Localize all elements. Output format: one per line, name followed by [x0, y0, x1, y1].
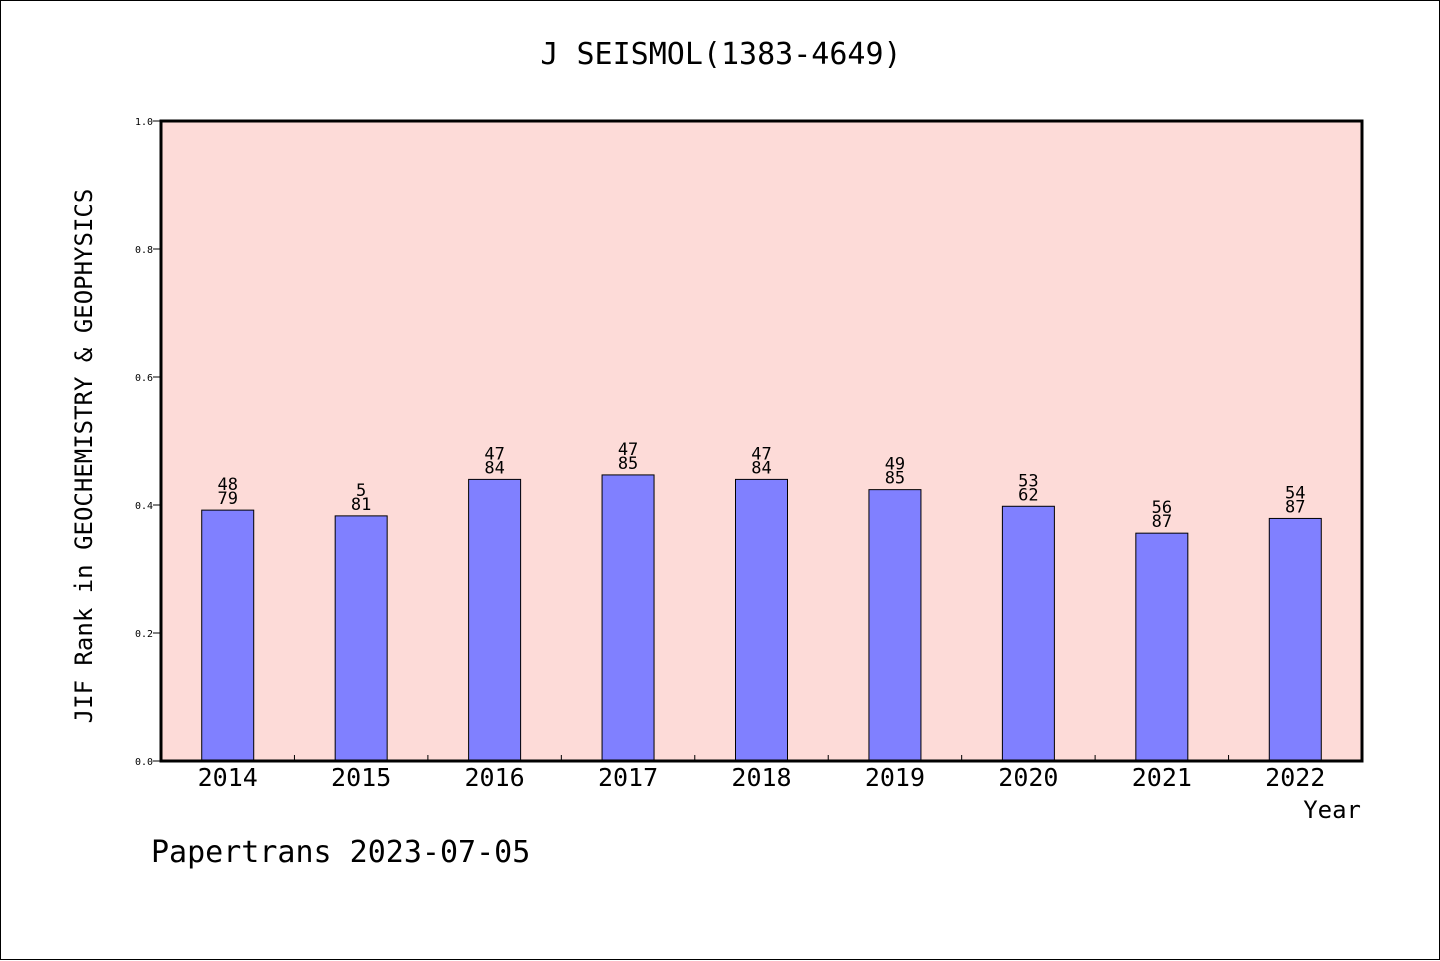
bar — [601, 474, 655, 762]
x-tick-label: 2017 — [598, 763, 658, 792]
bar — [868, 489, 922, 762]
x-tick-label: 2020 — [998, 763, 1058, 792]
bar — [1135, 532, 1189, 762]
bar-label-bottom: 84 — [751, 458, 771, 478]
x-tick-label: 2022 — [1265, 763, 1325, 792]
x-tick-label: 2021 — [1132, 763, 1192, 792]
y-tick-label: 0.6 — [135, 373, 153, 384]
footer-note: Papertrans 2023-07-05 — [151, 835, 531, 870]
bar — [334, 515, 388, 762]
y-tick-label: 0.4 — [135, 501, 153, 512]
y-tick-label: 0.8 — [135, 245, 153, 256]
x-tick-label: 2014 — [198, 763, 258, 792]
bar — [1268, 517, 1322, 762]
bar-label-bottom: 81 — [351, 495, 371, 515]
bar-label-top: 47 — [618, 440, 638, 460]
x-tick-label: 2015 — [331, 763, 391, 792]
bar-label-bottom: 79 — [217, 489, 237, 509]
bar-label-top: 48 — [217, 475, 237, 495]
bar — [735, 478, 788, 762]
bar-label-bottom: 87 — [1285, 497, 1305, 517]
x-tick-label: 2018 — [731, 763, 791, 792]
x-tick-label: 2019 — [865, 763, 925, 792]
bar-label-top: 5 — [356, 481, 366, 501]
plot-border — [159, 119, 1364, 763]
x-tick-label: 2016 — [465, 763, 525, 792]
bar-label-top: 47 — [751, 444, 771, 464]
y-tick-label: 1.0 — [135, 117, 153, 128]
bar-label-bottom: 84 — [484, 458, 504, 478]
bar — [468, 478, 522, 762]
bar-label-top: 49 — [885, 455, 905, 475]
y-tick-label: 0.2 — [135, 629, 153, 640]
chart-title: J SEISMOL(1383-4649) — [540, 37, 902, 72]
bar — [201, 509, 255, 762]
bar-label-bottom: 85 — [885, 469, 905, 489]
bar-label-top: 54 — [1285, 483, 1305, 503]
bar-label-top: 53 — [1018, 471, 1038, 491]
bar-label-bottom: 87 — [1152, 512, 1172, 532]
bar-label-bottom: 85 — [618, 454, 638, 474]
x-axis-label: Year — [1303, 796, 1361, 824]
bar-label-top: 56 — [1152, 498, 1172, 518]
bar-label-bottom: 62 — [1018, 485, 1038, 505]
y-axis-label: JIF Rank in GEOCHEMISTRY & GEOPHYSICS — [70, 188, 98, 724]
bar-label-top: 47 — [484, 444, 504, 464]
y-tick-label: 0.0 — [135, 757, 153, 768]
bar — [1001, 505, 1055, 762]
